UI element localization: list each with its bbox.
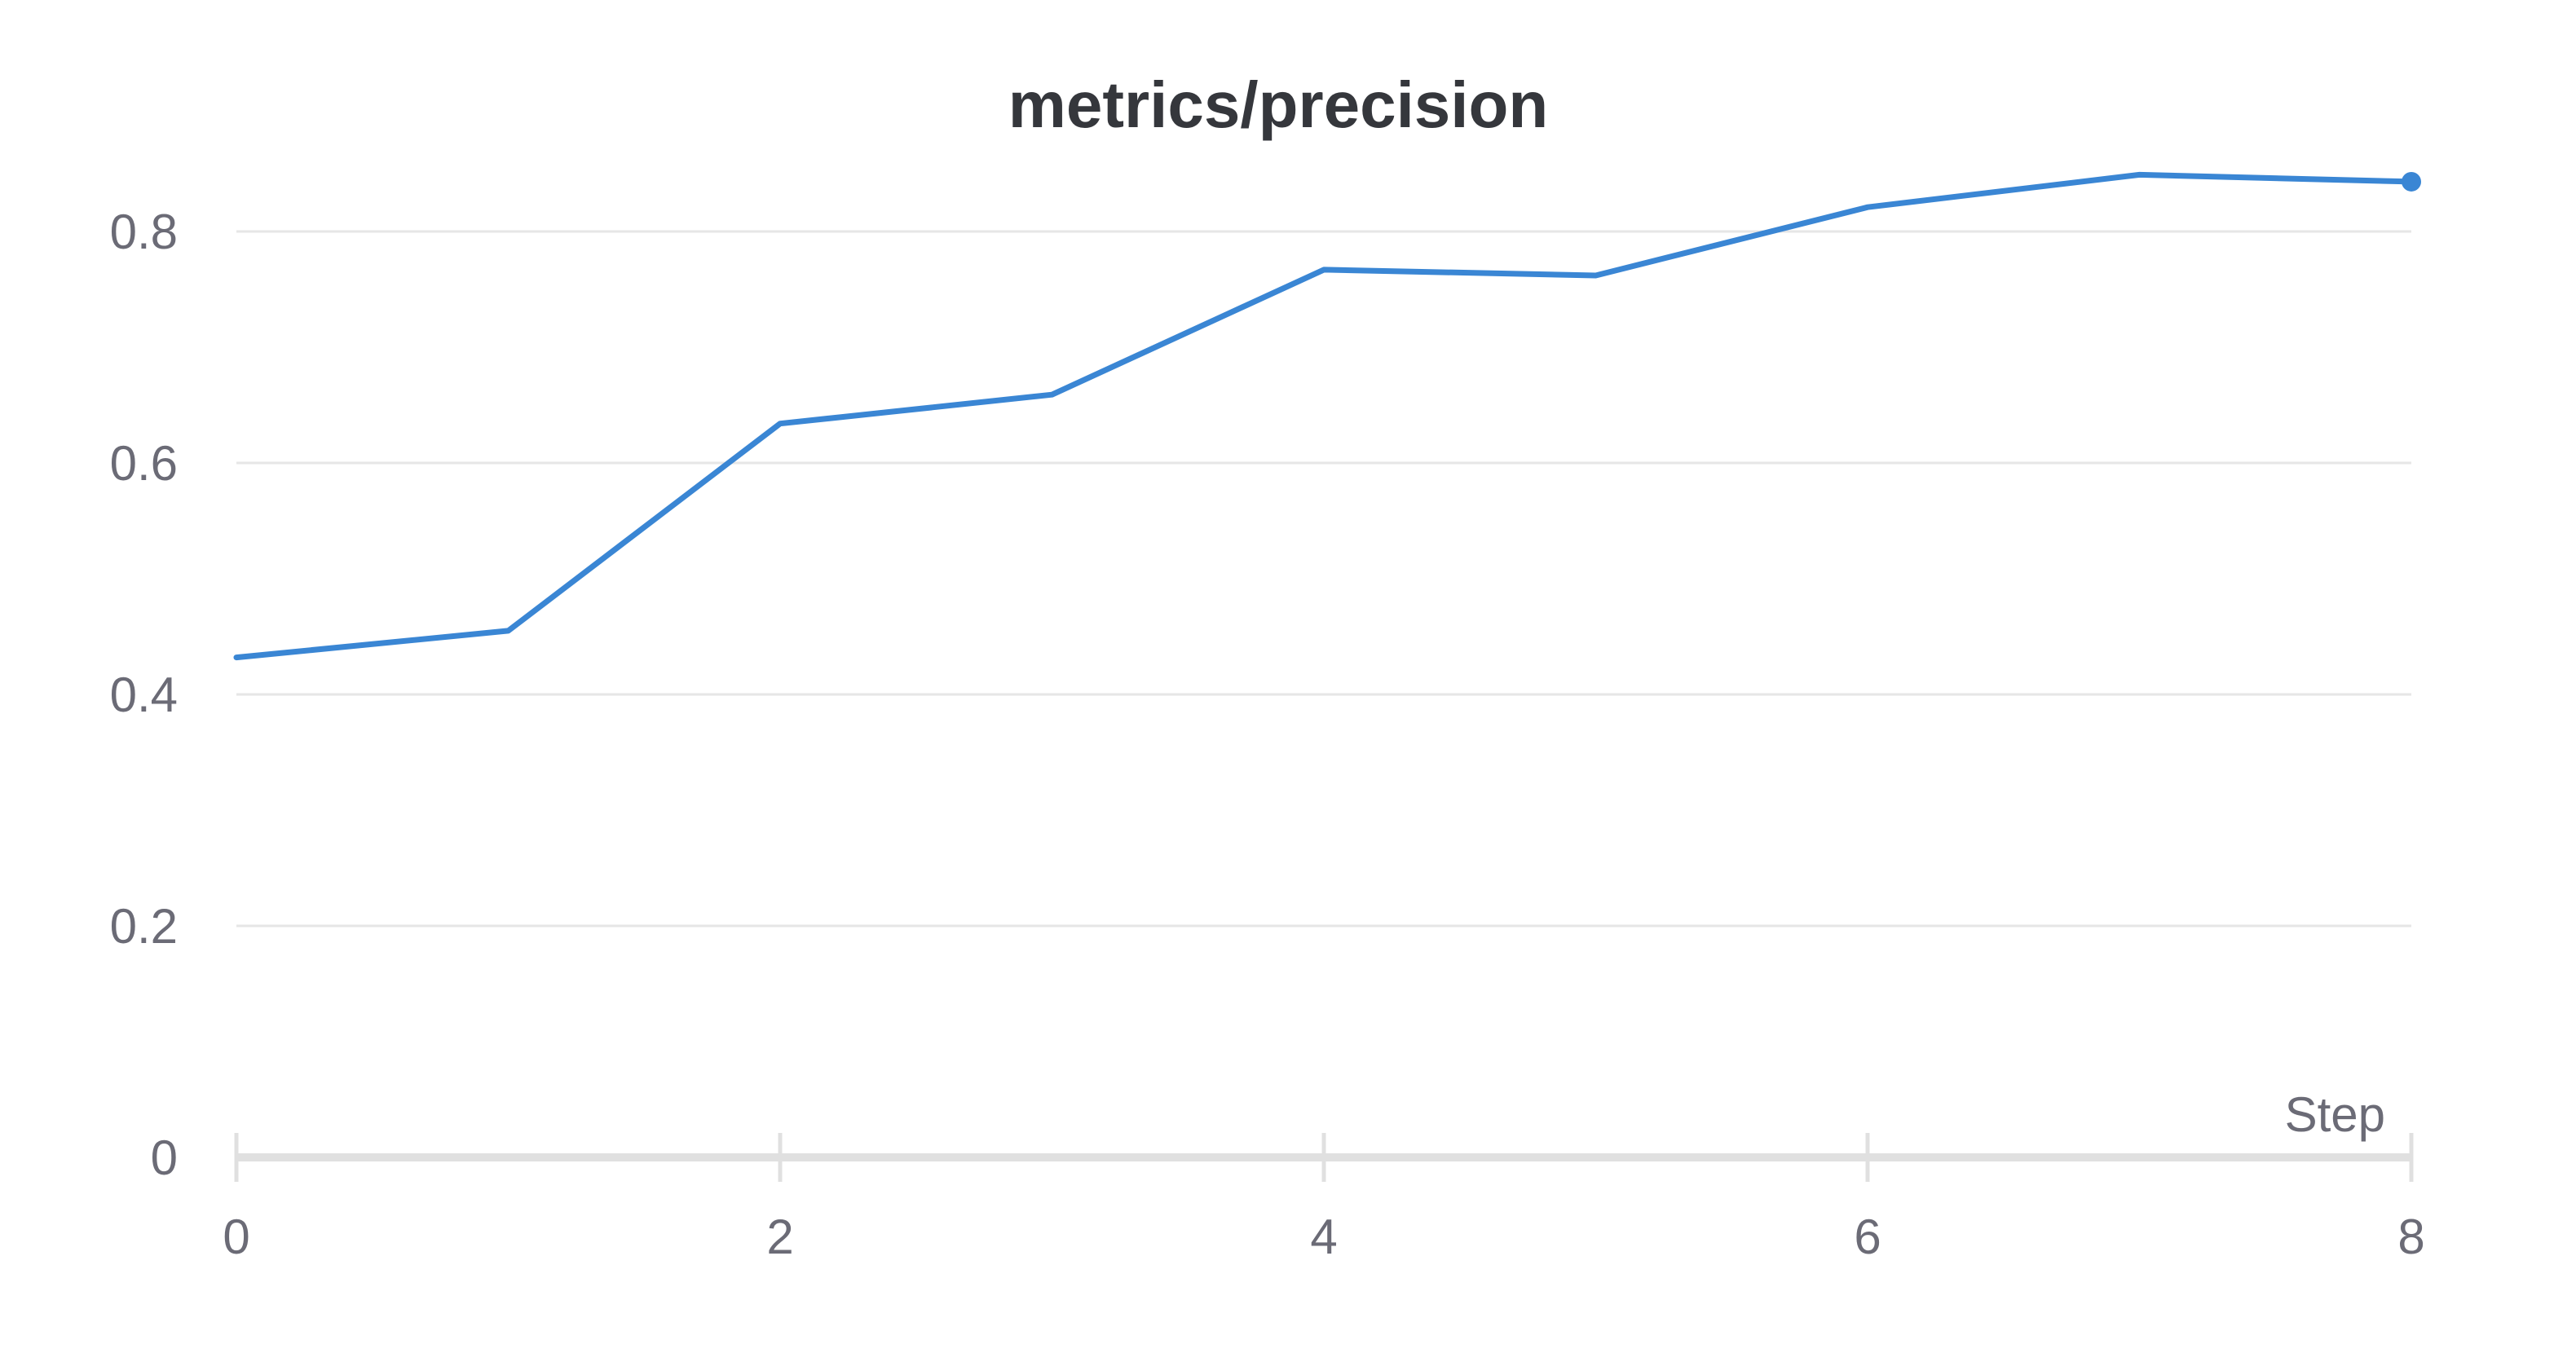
chart-title: metrics/precision — [1008, 68, 1549, 141]
x-axis-label: Step — [2285, 1087, 2385, 1142]
x-axis-ticks: 0 2 4 6 8 — [223, 1133, 2425, 1264]
x-tick-label: 8 — [2397, 1210, 2424, 1264]
x-tick-label: 0 — [223, 1210, 249, 1264]
x-tick-label: 6 — [1854, 1210, 1881, 1264]
y-tick-label: 0.2 — [110, 899, 178, 954]
y-tick-label: 0.4 — [110, 668, 178, 722]
series-group — [233, 171, 2421, 661]
x-tick-label: 2 — [766, 1210, 793, 1264]
x-tick-label: 4 — [1310, 1210, 1337, 1264]
data-point — [2402, 171, 2421, 192]
y-tick-label: 0.8 — [110, 205, 178, 259]
series-line — [233, 171, 2415, 661]
y-axis-ticks: 0 0.2 0.4 0.6 0.8 — [110, 205, 178, 1185]
y-tick-label: 0 — [151, 1130, 178, 1185]
grid-lines — [236, 230, 2411, 928]
y-tick-label: 0.6 — [110, 436, 178, 491]
